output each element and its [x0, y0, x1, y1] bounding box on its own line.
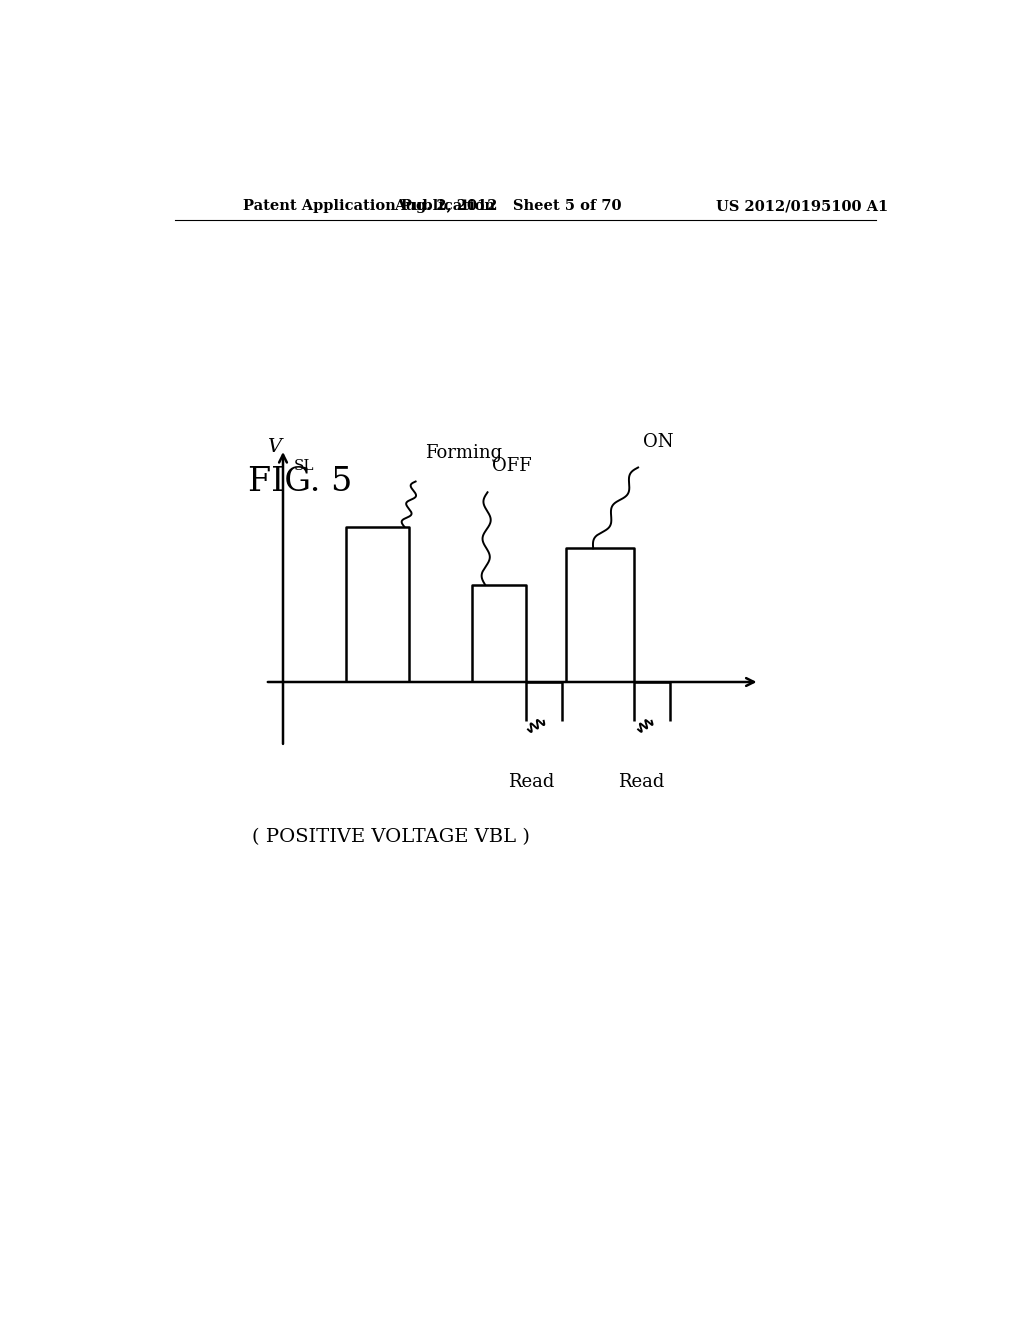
Text: Read: Read	[508, 772, 554, 791]
Text: ON: ON	[643, 433, 673, 451]
Text: Read: Read	[617, 772, 665, 791]
Text: SL: SL	[294, 459, 314, 473]
Text: V: V	[266, 438, 281, 455]
Text: FIG. 5: FIG. 5	[248, 466, 352, 499]
Text: ( POSITIVE VOLTAGE VBL ): ( POSITIVE VOLTAGE VBL )	[252, 829, 529, 846]
Text: US 2012/0195100 A1: US 2012/0195100 A1	[716, 199, 889, 213]
Text: Forming: Forming	[425, 444, 502, 462]
Text: Patent Application Publication: Patent Application Publication	[243, 199, 495, 213]
Text: Aug. 2, 2012   Sheet 5 of 70: Aug. 2, 2012 Sheet 5 of 70	[394, 199, 622, 213]
Text: OFF: OFF	[492, 457, 531, 475]
